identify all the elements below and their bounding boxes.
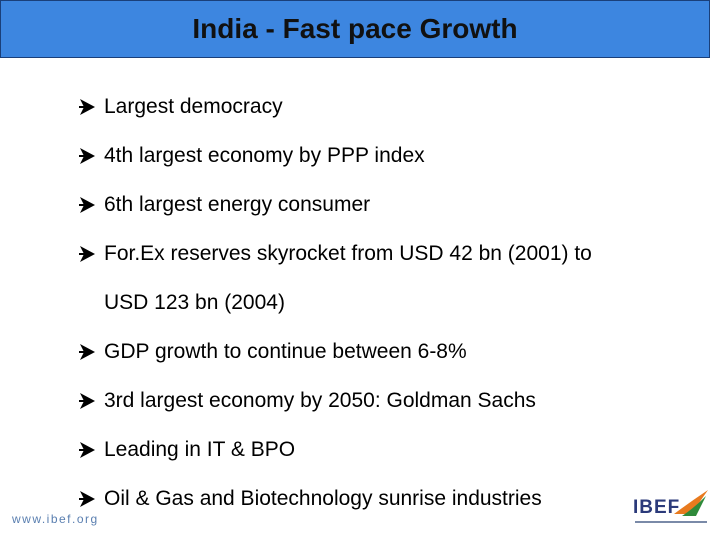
bullet-arrow [79, 99, 95, 115]
title-bar [0, 0, 710, 58]
bullet-text: GDP growth to continue between 6-8% [104, 340, 467, 363]
bullet-arrow [79, 246, 95, 262]
logo-rule [635, 521, 707, 523]
logo-text: IBEF [633, 497, 681, 518]
logo-swoosh [674, 490, 708, 516]
bullet-arrow [79, 491, 95, 507]
bullet-arrow [79, 197, 95, 213]
bullet-text: 4th largest economy by PPP index [104, 144, 425, 167]
slide-title: India - Fast pace Growth [192, 13, 518, 44]
bullet-arrow [79, 393, 95, 409]
bullet-text: 3rd largest economy by 2050: Goldman Sac… [104, 389, 536, 412]
bullet-text: 6th largest energy consumer [104, 193, 371, 216]
bullet-arrow [79, 344, 95, 360]
bullet-text: Oil & Gas and Biotechnology sunrise indu… [104, 487, 542, 510]
footer-url: www.ibef.org [12, 512, 99, 526]
bullet-text: Largest democracy [104, 95, 283, 118]
bullet-arrow [79, 442, 95, 458]
bullet-text: For.Ex reserves skyrocket from USD 42 bn… [104, 242, 592, 265]
bullet-text: Leading in IT & BPO [104, 438, 296, 461]
bullet-text: USD 123 bn (2004) [104, 291, 285, 314]
bullet-arrow [79, 148, 95, 164]
